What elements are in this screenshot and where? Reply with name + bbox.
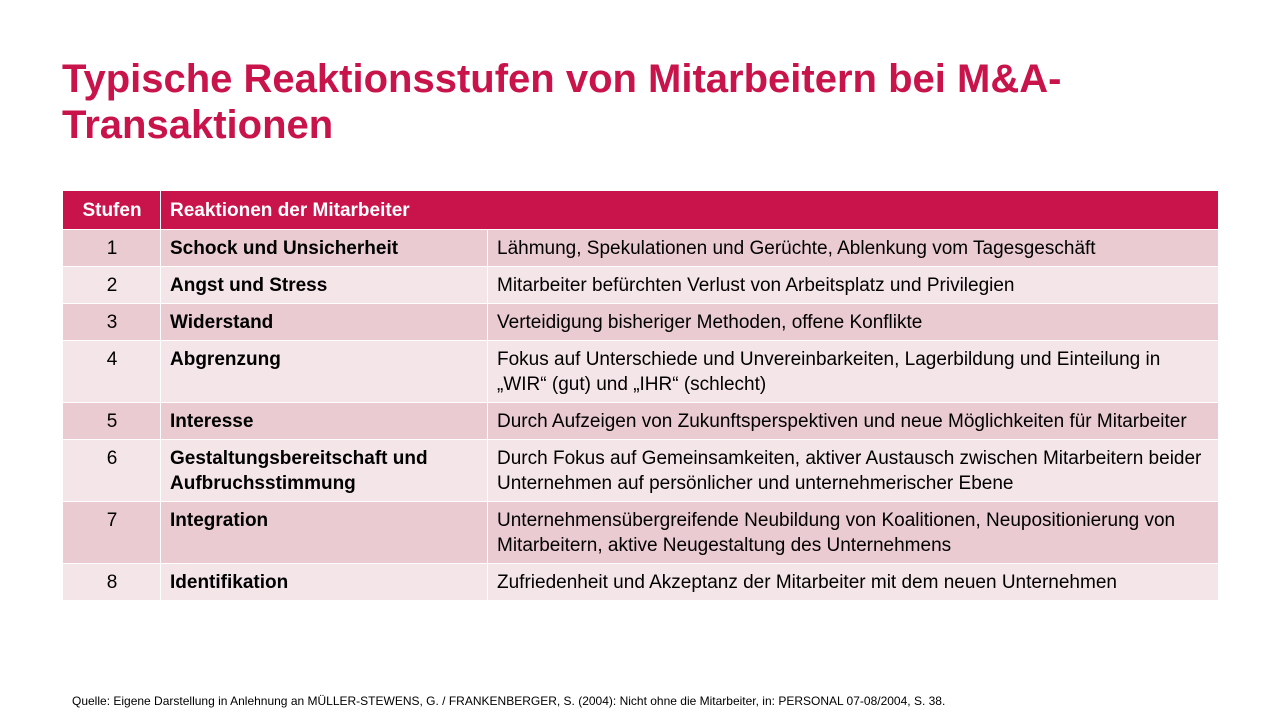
stage-number: 8 xyxy=(62,563,161,601)
stage-name: Integration xyxy=(160,501,488,564)
stage-name: Abgrenzung xyxy=(160,340,488,403)
stage-number: 6 xyxy=(62,439,161,502)
stage-description: Mitarbeiter befürchten Verlust von Arbei… xyxy=(486,266,1220,304)
stage-description: Unternehmensübergreifende Neubildung von… xyxy=(486,501,1220,564)
stage-name: Schock und Unsicherheit xyxy=(160,229,488,267)
stage-description: Lähmung, Spekulationen und Gerüchte, Abl… xyxy=(486,229,1220,267)
source-citation: Quelle: Eigene Darstellung in Anlehnung … xyxy=(72,694,946,708)
stage-description: Durch Fokus auf Gemeinsamkeiten, aktiver… xyxy=(486,439,1220,502)
stage-description: Verteidigung bisheriger Methoden, offene… xyxy=(486,303,1220,341)
stage-name: Interesse xyxy=(160,402,488,440)
table-row: 5 Interesse Durch Aufzeigen von Zukunfts… xyxy=(62,402,1220,440)
table-row: 6 Gestaltungsbereitschaft und Aufbruchss… xyxy=(62,439,1220,502)
stage-number: 2 xyxy=(62,266,161,304)
stage-description: Zufriedenheit und Akzeptanz der Mitarbei… xyxy=(486,563,1220,601)
stage-description: Durch Aufzeigen von Zukunftsperspektiven… xyxy=(486,402,1220,440)
table-row: 7 Integration Unternehmensübergreifende … xyxy=(62,501,1220,564)
header-stufen: Stufen xyxy=(62,190,161,230)
stage-name: Identifikation xyxy=(160,563,488,601)
table-row: 1 Schock und Unsicherheit Lähmung, Speku… xyxy=(62,229,1220,267)
table-row: 2 Angst und Stress Mitarbeiter befürchte… xyxy=(62,266,1220,304)
table-row: 3 Widerstand Verteidigung bisheriger Met… xyxy=(62,303,1220,341)
table-header-row: Stufen Reaktionen der Mitarbeiter xyxy=(62,190,1220,230)
table-row: 8 Identifikation Zufriedenheit und Akzep… xyxy=(62,563,1220,601)
stage-number: 1 xyxy=(62,229,161,267)
stage-name: Angst und Stress xyxy=(160,266,488,304)
table-row: 4 Abgrenzung Fokus auf Unterschiede und … xyxy=(62,340,1220,403)
slide-title: Typische Reaktionsstufen von Mitarbeiter… xyxy=(62,57,1062,147)
stage-number: 3 xyxy=(62,303,161,341)
stage-name: Widerstand xyxy=(160,303,488,341)
stage-number: 7 xyxy=(62,501,161,564)
stage-description: Fokus auf Unterschiede und Unvereinbarke… xyxy=(486,340,1220,403)
stage-number: 4 xyxy=(62,340,161,403)
stage-name: Gestaltungsbereitschaft und Aufbruchssti… xyxy=(160,439,488,502)
reaction-stages-table: Stufen Reaktionen der Mitarbeiter 1 Scho… xyxy=(62,190,1220,601)
header-reaktionen: Reaktionen der Mitarbeiter xyxy=(159,190,1220,230)
stage-number: 5 xyxy=(62,402,161,440)
